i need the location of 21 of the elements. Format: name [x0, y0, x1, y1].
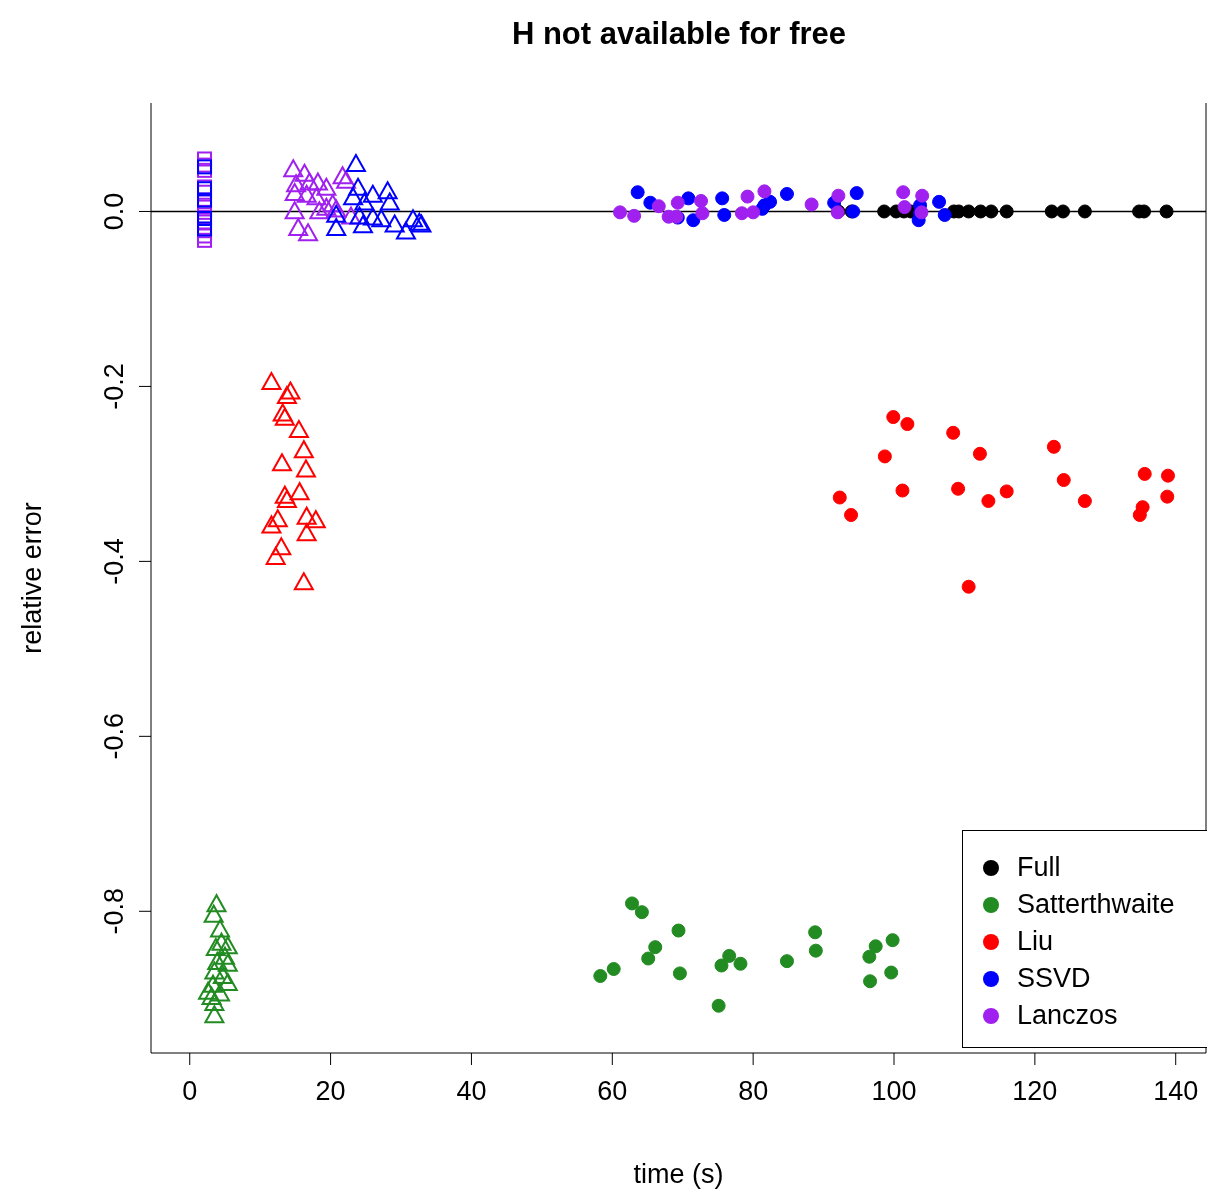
- x-tick-label: 80: [738, 1076, 769, 1107]
- legend-label: Liu: [1017, 926, 1054, 957]
- x-tick-label: 60: [597, 1076, 628, 1107]
- x-tick-label: 0: [182, 1076, 198, 1107]
- legend-label: Lanczos: [1017, 1000, 1118, 1031]
- legend-label: SSVD: [1017, 963, 1091, 994]
- x-tick-label: 120: [1012, 1076, 1058, 1107]
- y-tick-label: -0.6: [99, 713, 129, 760]
- y-axis-title: relative error: [17, 502, 48, 654]
- chart-title: H not available for free: [510, 16, 848, 52]
- x-tick-label: 20: [315, 1076, 346, 1107]
- legend-label: Full: [1017, 852, 1061, 883]
- x-axis-title: time (s): [633, 1159, 724, 1189]
- y-tick-label: 0.0: [99, 192, 129, 231]
- y-tick-label: -0.8: [99, 888, 129, 935]
- y-tick-label: -0.4: [99, 538, 129, 585]
- x-tick-label: 140: [1153, 1076, 1199, 1107]
- legend-label: Satterthwaite: [1017, 889, 1175, 920]
- x-tick-label: 40: [456, 1076, 487, 1107]
- x-tick-label: 100: [871, 1076, 917, 1107]
- y-tick-label: -0.2: [99, 363, 129, 410]
